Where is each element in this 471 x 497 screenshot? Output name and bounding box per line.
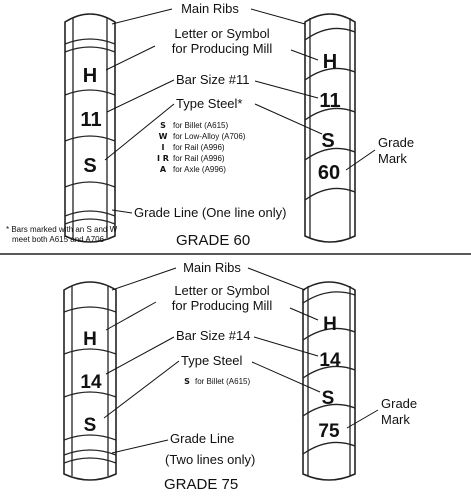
bar-size-label: Bar Size #11 <box>176 72 249 87</box>
grade-mark-label-line1: Grade <box>381 396 417 411</box>
left-bar-size-mark: 11 <box>80 109 101 131</box>
left-bar-mill-mark: H <box>83 65 97 87</box>
type-steel-label: Type Steel <box>181 353 243 368</box>
steel-type-symbol: W <box>159 132 168 141</box>
grade-line-label-line2: (Two lines only) <box>165 452 255 467</box>
grade60-leader-lines <box>104 8 376 214</box>
grade75-right-bar <box>302 281 356 481</box>
steel-type-legend: S for Billet (A615) W for Low-Alloy (A70… <box>157 121 246 174</box>
grade-mark-label-line1: Grade <box>378 135 414 150</box>
steel-type-symbol: S <box>184 377 190 386</box>
letter-symbol-label-line1: Letter or Symbol <box>174 283 269 298</box>
steel-type-symbol: I R <box>157 154 169 163</box>
grade-mark-label-line2: Mark <box>378 151 407 166</box>
right-bar-grade-mark: 75 <box>318 421 340 442</box>
bar-size-label: Bar Size #14 <box>176 328 250 343</box>
steel-type-text: for Rail (A996) <box>173 154 225 163</box>
steel-type-text: for Billet (A615) <box>173 121 228 130</box>
steel-type-symbol: A <box>160 165 167 174</box>
grade-mark-label-line2: Mark <box>381 412 410 427</box>
right-bar-grade-mark: 60 <box>318 162 340 184</box>
footnote-line1: * Bars marked with an S and W <box>6 225 118 234</box>
right-bar-size-mark: 11 <box>319 90 340 112</box>
steel-type-text: for Rail (A996) <box>173 143 225 152</box>
right-bar-mill-mark: H <box>323 314 337 335</box>
grade75-left-bar <box>63 281 117 481</box>
steel-type-symbol: S <box>160 121 166 130</box>
right-bar-mill-mark: H <box>323 51 337 73</box>
footnote-line2: meet both A615 and A706 <box>12 235 105 244</box>
main-ribs-label: Main Ribs <box>183 260 241 275</box>
grade75-section: H 14 S H 14 S 75 Main Ribs Letter or Sym… <box>63 260 417 493</box>
left-bar-mill-mark: H <box>83 329 97 350</box>
steel-type-symbol: I <box>162 143 165 152</box>
right-bar-type-mark: S <box>321 130 334 152</box>
grade60-right-bar <box>304 13 356 243</box>
steel-type-text: for Axle (A996) <box>173 165 226 174</box>
letter-symbol-label-line2: for Producing Mill <box>172 41 273 56</box>
type-steel-label: Type Steel* <box>176 96 243 111</box>
grade60-left-bar <box>64 13 116 243</box>
steel-type-text: for Low-Alloy (A706) <box>173 132 246 141</box>
main-ribs-label: Main Ribs <box>181 1 239 16</box>
right-bar-type-mark: S <box>322 388 335 409</box>
steel-type-text: for Billet (A615) <box>195 377 250 386</box>
grade-line-label-line1: Grade Line <box>170 431 234 446</box>
left-bar-size-mark: 14 <box>80 372 102 393</box>
grade-line-label: Grade Line (One line only) <box>134 205 286 220</box>
grade60-title: GRADE 60 <box>176 232 250 249</box>
left-bar-type-mark: S <box>84 415 97 436</box>
right-bar-size-mark: 14 <box>319 350 341 371</box>
letter-symbol-label-line1: Letter or Symbol <box>174 26 269 41</box>
left-bar-type-mark: S <box>83 155 96 177</box>
grade75-title: GRADE 75 <box>164 476 238 493</box>
letter-symbol-label-line2: for Producing Mill <box>172 298 273 313</box>
grade60-section: H 11 S H 11 S 60 Main Ribs Letter or Sym… <box>6 1 414 249</box>
grade75-leader-lines <box>103 267 379 454</box>
